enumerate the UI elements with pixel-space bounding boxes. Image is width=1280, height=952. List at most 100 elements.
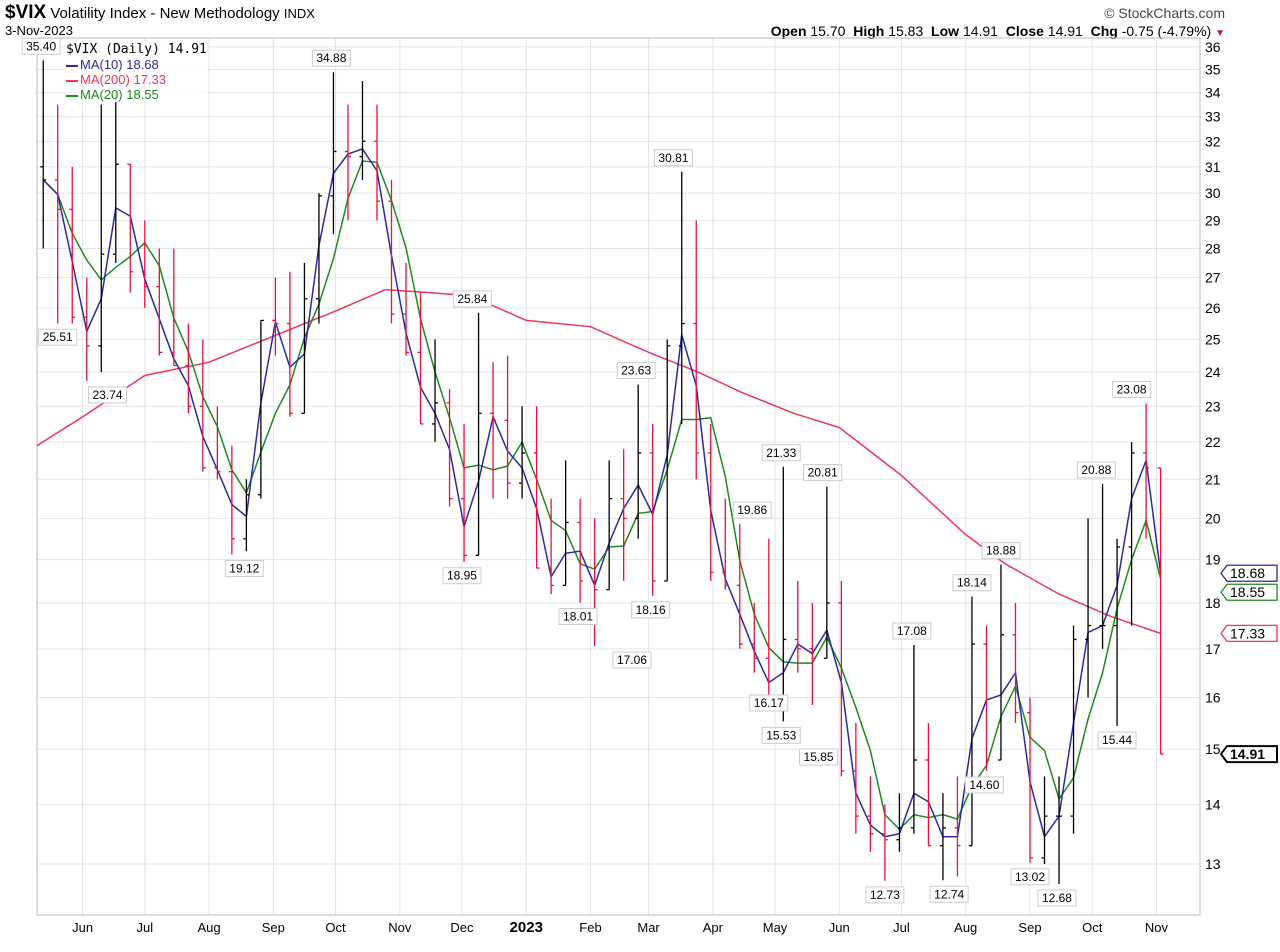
ohlc-bar [1012,602,1019,723]
annotation-box [799,748,839,766]
ohlc-bar [54,104,61,324]
legend-ma10-label: MA(10) 18.68 [80,57,159,72]
x-tick-label: Sep [1018,920,1041,935]
ohlc-bar [388,179,395,324]
y-tick-label: 22 [1205,434,1221,450]
annotation-box [1076,461,1116,479]
y-tick-label: 21 [1205,471,1221,487]
ohlc-bar [925,722,932,847]
y-tick-label: 25 [1205,331,1221,347]
ma20-line [42,160,1162,831]
annotation-label: 25.84 [457,292,487,306]
annotation-label: 18.88 [986,544,1016,558]
legend: $VIX (Daily) 14.91 MA(10) 18.68 MA(200) … [66,42,207,102]
x-tick-label: Mar [637,920,660,935]
ohlc-bar [765,538,772,709]
annotation-box [761,726,801,744]
ohlc-bar [214,406,221,480]
ohlc-bar [1070,625,1077,834]
annotation-box [892,622,932,640]
ohlc-bar [939,793,946,881]
ohlc-bar [403,262,410,356]
ohlc-bar [432,339,439,442]
ohlc-bar [156,248,163,356]
annotation-label: 23.08 [1117,383,1147,397]
y-tick-label: 26 [1205,300,1221,316]
close-value: 14.91 [1047,23,1083,39]
y-tick-label: 14 [1205,797,1221,813]
ohlc-bar [678,171,685,424]
ohlc-bar [373,104,380,221]
ohlc-bar [1157,467,1164,755]
annotation-box [865,886,905,904]
y-tick-label: 15 [1205,741,1221,757]
ohlc-bar [243,479,250,552]
annotation-label: 12.73 [870,888,900,902]
ohlc-bar [722,498,729,590]
annotation-box [612,651,652,669]
x-tick-label: Jul [136,920,153,935]
annotation-label: 12.74 [934,887,964,901]
down-arrow-icon: ▼ [1215,28,1225,39]
ohlc-bar [359,81,366,180]
close-value-tag-label: 14.91 [1230,746,1265,762]
x-tick-label: Nov [1145,920,1169,935]
ohlc-bar [1085,518,1092,698]
x-tick-label: Jun [72,920,93,935]
annotation-box [616,362,656,380]
plot-frame [36,37,1201,916]
ohlc-bar [446,389,453,507]
y-tick-label: 23 [1205,398,1221,414]
ohlc-bar [315,193,322,324]
ohlc-bar [272,277,279,356]
y-tick-label: 20 [1205,510,1221,526]
annotation-box [87,386,127,404]
annotation-label: 30.81 [658,151,688,165]
ohlc-bar [141,220,148,308]
ohlc-bar [620,449,627,581]
annotation-label: 18.01 [563,610,593,624]
annotation-box [653,149,693,167]
ma200-value-tag-label: 17.33 [1230,625,1265,641]
y-tick-label: 18 [1205,595,1221,611]
annotation-label: 20.88 [1081,463,1111,477]
annotation-label: 23.74 [92,388,122,402]
value-tag-box [1220,583,1278,601]
annotation-box [1097,731,1137,749]
ma10-value-tag-label: 18.68 [1230,565,1265,581]
copyright: © StockCharts.com [1104,5,1225,21]
ohlc-bar [548,498,555,595]
annotation-box [631,601,671,619]
y-tick-label: 35 [1205,61,1221,77]
ohlc-bar [185,323,192,414]
annotation-label: 17.06 [617,653,647,667]
annotation-box [1112,381,1152,399]
ohlc-bar [69,166,76,324]
value-tag-box [1220,624,1278,643]
x-tick-label: Nov [388,920,412,935]
annotation-label: 18.16 [636,603,666,617]
annotation-box [761,444,801,462]
ohlc-bar [257,319,264,499]
x-tick-label: Oct [325,920,346,935]
annotation-box [803,464,843,482]
legend-ma20: MA(20) 18.55 [66,87,207,102]
y-tick-label: 32 [1205,133,1221,149]
annotation-label: 21.33 [766,446,796,460]
ohlc-bar [533,406,540,569]
x-tick-label: May [763,920,788,935]
ohlc-bar [1143,403,1150,539]
annotation-box [732,501,772,519]
high-label: High [853,23,885,39]
legend-main: $VIX (Daily) 14.91 [66,42,207,57]
annotation-label: 35.40 [26,39,56,53]
ohlc-bar [968,596,975,847]
annotation-box [1037,889,1077,907]
ohlc-bar [562,460,569,586]
annotation-label: 20.81 [808,466,838,480]
ohlc-bar [330,72,337,235]
x-tick-label: 2023 [510,919,543,936]
ma200-line [36,288,1161,635]
ohlc-bar [635,384,642,539]
ohlc-bar [983,625,990,771]
